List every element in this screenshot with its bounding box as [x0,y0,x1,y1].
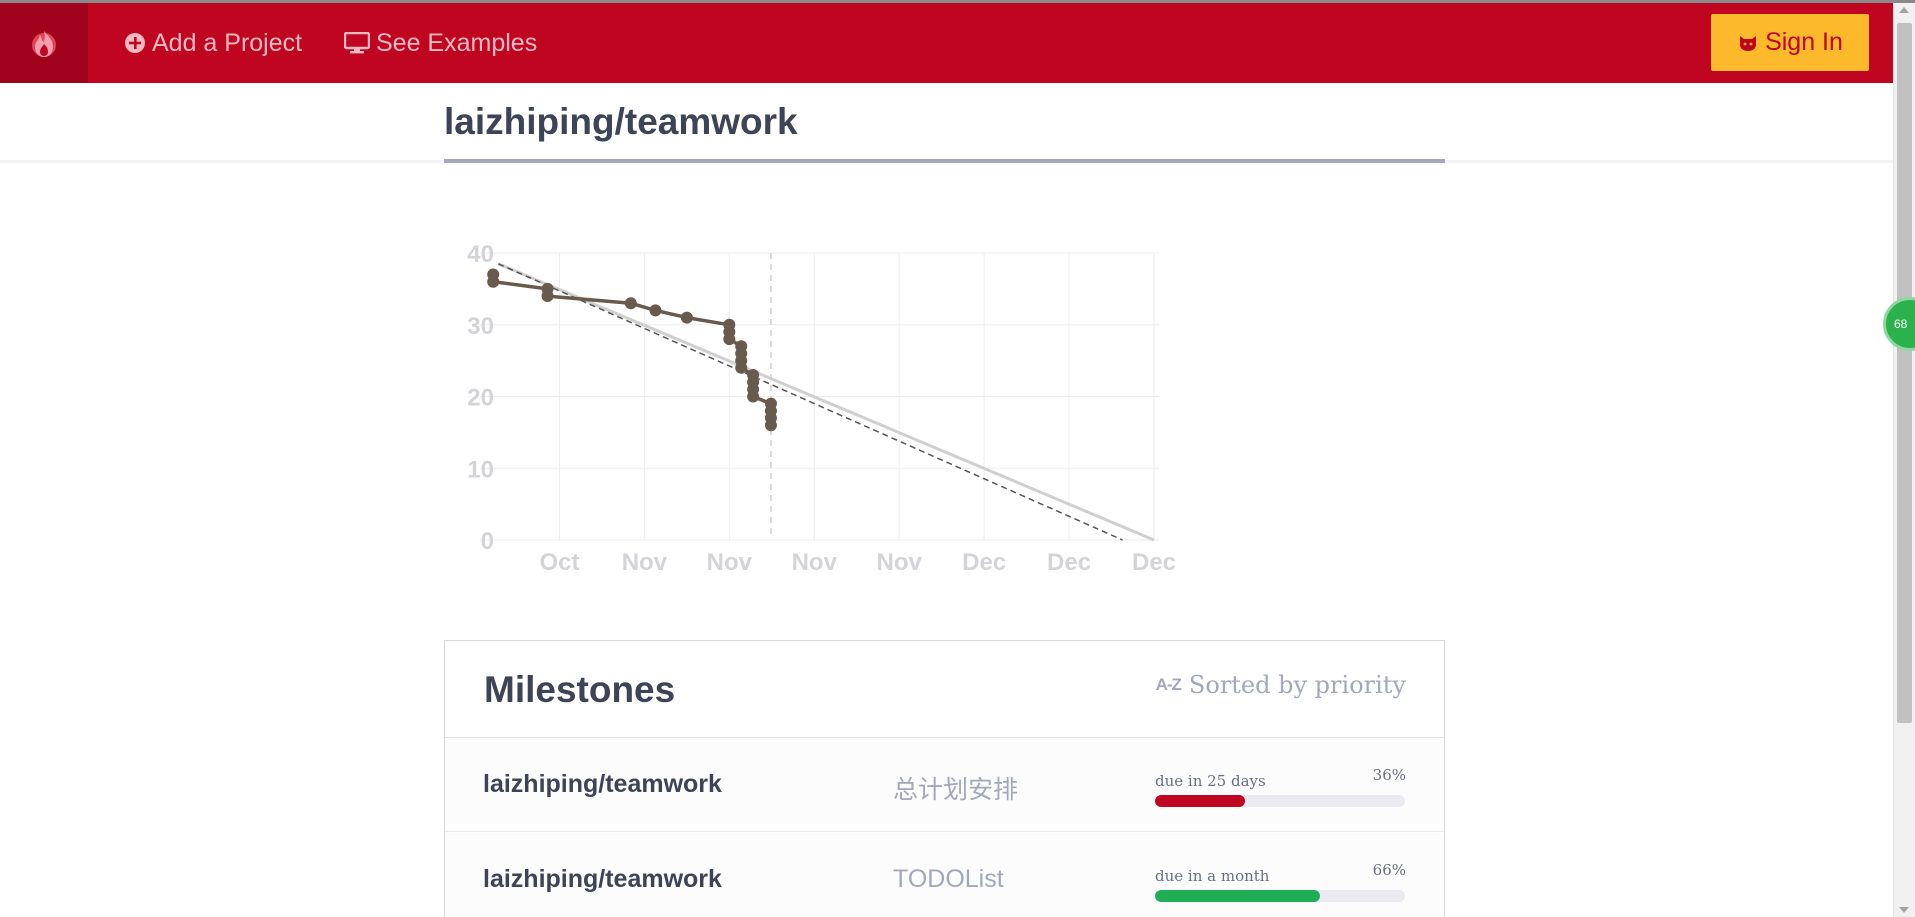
milestone-name[interactable]: TODOList [893,865,1004,893]
burndown-chart: 0 10 20 30 40 Oct Nov Nov Nov Nov Dec Dec Dec [467,241,1176,576]
floating-badge-label: 68 [1894,317,1908,331]
vertical-scrollbar[interactable] [1893,3,1915,917]
page-title: laizhiping/teamwork [444,101,798,142]
progress-track [1155,890,1405,902]
y-tick-label: 20 [467,385,494,412]
actual-point [680,311,693,324]
y-tick-label: 10 [467,456,494,483]
actual-point [541,290,554,303]
progress-track [1155,795,1405,807]
x-tick-label: Dec [1047,549,1091,576]
actual-point [735,361,748,374]
milestone-percent: 36% [1372,766,1406,784]
x-tick-label: Oct [539,549,579,576]
projection-line [497,263,1123,541]
x-tick-label: Dec [962,549,1006,576]
actual-point [747,390,760,403]
actual-point [723,333,736,346]
x-tick-label: Nov [877,549,923,576]
milestone-row[interactable]: laizhiping/teamwork 总计划安排 due in 25 days… [445,738,1444,832]
milestone-owner[interactable]: laizhiping/teamwork [483,865,722,893]
sign-in-button[interactable]: Sign In [1711,14,1869,71]
floating-status-badge[interactable]: 68 [1883,297,1915,351]
monitor-icon [344,32,370,54]
title-row: laizhiping/teamwork [0,83,1893,163]
scroll-down-arrow-icon[interactable] [1899,907,1909,913]
actual-point [764,419,777,432]
plus-circle-icon [124,32,146,54]
sort-label: Sorted by priority [1188,671,1406,699]
add-project-link[interactable]: Add a Project [124,3,302,83]
ideal-line [497,262,1155,542]
y-tick-label: 30 [467,313,494,340]
milestone-owner[interactable]: laizhiping/teamwork [483,770,722,798]
milestone-name[interactable]: 总计划安排 [893,776,1019,804]
milestones-title: Milestones [484,669,676,710]
sign-in-label: Sign In [1765,28,1843,56]
scroll-up-arrow-icon[interactable] [1899,7,1909,13]
github-octocat-icon [1737,32,1759,54]
add-project-label: Add a Project [152,28,303,57]
home-logo[interactable] [0,3,88,83]
actual-point [624,297,637,310]
scrollbar-thumb[interactable] [1897,23,1912,723]
milestones-header: Milestones A-Z Sorted by priority [445,641,1444,738]
actual-point [649,304,662,317]
top-nav-bar: Add a Project See Examples Sign In [0,3,1893,83]
actual-point [487,275,500,288]
sort-by-priority-toggle[interactable]: A-Z Sorted by priority [1156,671,1406,699]
browser-top-edge [0,0,1915,3]
x-tick-label: Nov [792,549,838,576]
milestone-due: due in 25 days [1155,772,1266,790]
see-examples-label: See Examples [376,28,538,57]
progress-fill [1155,795,1245,807]
x-tick-label: Nov [622,549,668,576]
x-tick-label: Dec [1132,549,1176,576]
progress-fill [1155,890,1320,902]
milestones-card: Milestones A-Z Sorted by priority laizhi… [444,640,1445,917]
milestone-row[interactable]: laizhiping/teamwork TODOList due in a mo… [445,833,1444,917]
milestone-percent: 66% [1372,861,1406,879]
x-tick-label: Nov [707,549,753,576]
title-underline [444,159,1445,163]
y-tick-label: 40 [467,241,494,268]
y-tick-label: 0 [481,528,494,555]
flame-icon [32,31,56,57]
milestone-due: due in a month [1155,867,1270,885]
a-z-sort-icon: A-Z [1155,675,1182,694]
see-examples-link[interactable]: See Examples [344,3,537,83]
